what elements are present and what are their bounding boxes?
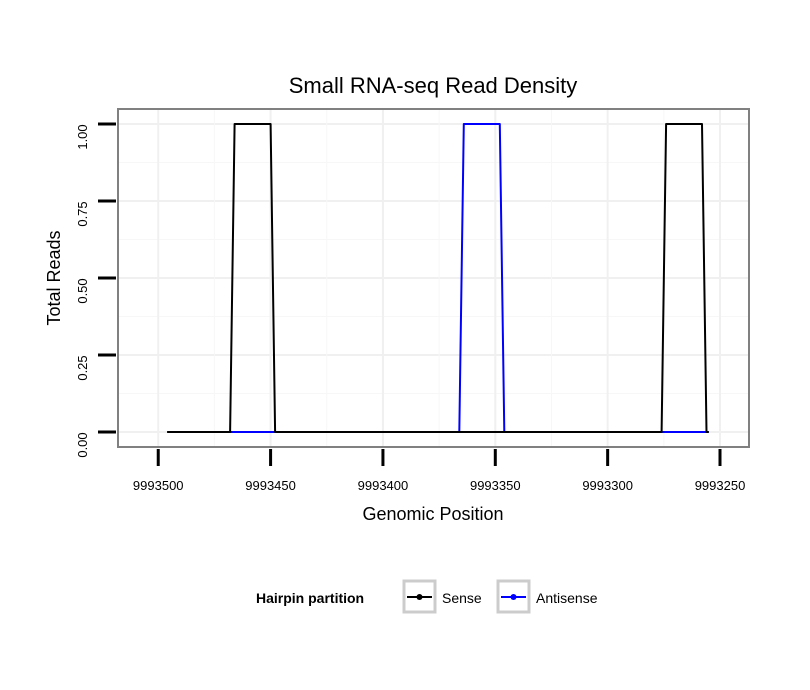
legend-label-antisense: Antisense <box>536 590 598 606</box>
chart-title: Small RNA-seq Read Density <box>289 73 578 98</box>
x-axis-title: Genomic Position <box>362 504 503 524</box>
y-tick-label: 1.00 <box>75 124 90 149</box>
legend: Hairpin partition Sense Antisense <box>256 579 598 614</box>
grid <box>118 109 749 447</box>
y-axis: 0.00 0.25 0.50 0.75 1.00 <box>75 122 116 458</box>
series-line-sense <box>167 123 709 433</box>
legend-label-sense: Sense <box>442 590 482 606</box>
legend-title: Hairpin partition <box>256 590 364 606</box>
x-axis: 9993500 9993450 9993400 9993350 9993300 99932… <box>133 449 745 493</box>
legend-dot-antisense <box>510 594 517 600</box>
y-tick-label: 0.75 <box>75 201 90 226</box>
x-tick-label: 9993400 <box>358 478 409 493</box>
x-tick-label: 9993250 <box>695 478 746 493</box>
y-tick-label: 0.50 <box>75 278 90 303</box>
legend-dot-sense <box>416 594 423 600</box>
y-tick-label: 0.00 <box>75 432 90 457</box>
series-layer <box>167 123 709 433</box>
series-line-antisense <box>167 123 709 433</box>
y-axis-title: Total Reads <box>44 230 64 325</box>
plot-border <box>117 108 750 448</box>
x-tick-label: 9993500 <box>133 478 184 493</box>
x-tick-label: 9993300 <box>582 478 633 493</box>
x-tick-label: 9993350 <box>470 478 521 493</box>
x-tick-label: 9993450 <box>245 478 296 493</box>
y-tick-label: 0.25 <box>75 355 90 380</box>
